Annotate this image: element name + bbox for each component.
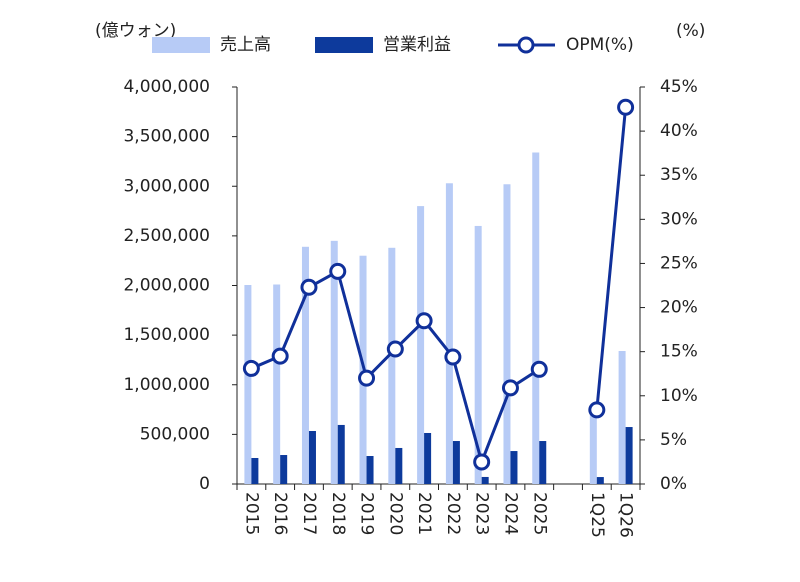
bar [503, 184, 511, 484]
bar [618, 351, 626, 484]
y2-tick-label: 15% [660, 342, 698, 362]
bar [596, 477, 604, 484]
bar [417, 206, 425, 484]
bar [539, 441, 547, 484]
bar [280, 455, 288, 484]
bar [251, 457, 259, 484]
line-marker [300, 278, 318, 296]
x-tick-label: 2020 [385, 492, 405, 535]
bar [424, 432, 432, 484]
y2-tick-label: 0% [660, 474, 687, 494]
y-tick-label: 0 [199, 474, 210, 494]
x-tick-label: 2018 [328, 492, 348, 535]
y-tick-label: 1,500,000 [123, 325, 210, 345]
y2-tick-label: 35% [660, 165, 698, 185]
y2-tick-label: 45% [660, 77, 698, 97]
x-tick-label: 2023 [472, 492, 492, 535]
x-tick-label: 2021 [414, 492, 434, 535]
line-marker [588, 401, 606, 419]
line-marker [358, 369, 376, 387]
line-marker [386, 340, 404, 358]
line-marker [617, 98, 635, 116]
bar [481, 476, 489, 484]
line-marker [415, 312, 433, 330]
x-tick-label: 1Q25 [587, 492, 607, 538]
bar [273, 284, 281, 484]
bar [244, 285, 252, 484]
y-tick-label: 500,000 [140, 424, 210, 444]
bar [388, 247, 396, 484]
x-tick-label: 2019 [357, 492, 377, 535]
legend-swatch [315, 37, 373, 53]
bar [452, 441, 460, 484]
bar [510, 451, 518, 484]
line-marker [473, 453, 491, 471]
y2-tick-label: 25% [660, 253, 698, 273]
legend-marker [517, 36, 535, 54]
line-marker [501, 379, 519, 397]
y2-tick-label: 40% [660, 121, 698, 141]
bar [445, 183, 453, 484]
x-tick-label: 2024 [500, 492, 520, 535]
legend-swatch [152, 37, 210, 53]
bar [301, 246, 309, 484]
line-marker [242, 359, 260, 377]
bar [337, 424, 345, 484]
y-tick-label: 2,000,000 [123, 276, 210, 296]
line-marker [444, 348, 462, 366]
bar [625, 427, 633, 484]
legend-label: OPM(%) [566, 35, 634, 55]
legend-label: 営業利益 [383, 35, 451, 55]
y-tick-label: 2,500,000 [123, 226, 210, 246]
y-tick-label: 1,000,000 [123, 375, 210, 395]
x-tick-label: 2025 [529, 492, 549, 535]
line-marker [271, 347, 289, 365]
x-tick-label: 2016 [270, 492, 290, 535]
y-tick-label: 4,000,000 [123, 77, 210, 97]
y-tick-label: 3,500,000 [123, 127, 210, 147]
line-marker [530, 360, 548, 378]
x-tick-label: 2022 [443, 492, 463, 535]
bar [474, 225, 482, 484]
x-tick-label: 2017 [299, 492, 319, 535]
legend-label: 売上高 [220, 35, 271, 55]
y-tick-label: 3,000,000 [123, 176, 210, 196]
y2-axis-label: (%) [676, 21, 705, 41]
line-marker [329, 262, 347, 280]
y2-tick-label: 5% [660, 430, 687, 450]
bar [308, 431, 316, 484]
bar [330, 240, 338, 484]
bar [395, 447, 403, 484]
y2-tick-label: 20% [660, 298, 698, 318]
y2-tick-label: 30% [660, 209, 698, 229]
x-tick-label: 1Q26 [616, 492, 636, 538]
y-axis-label: (億ウォン) [95, 21, 176, 41]
x-tick-label: 2015 [241, 492, 261, 535]
bar [589, 405, 597, 484]
y2-tick-label: 10% [660, 386, 698, 406]
bar [532, 152, 540, 484]
bar [366, 456, 374, 484]
